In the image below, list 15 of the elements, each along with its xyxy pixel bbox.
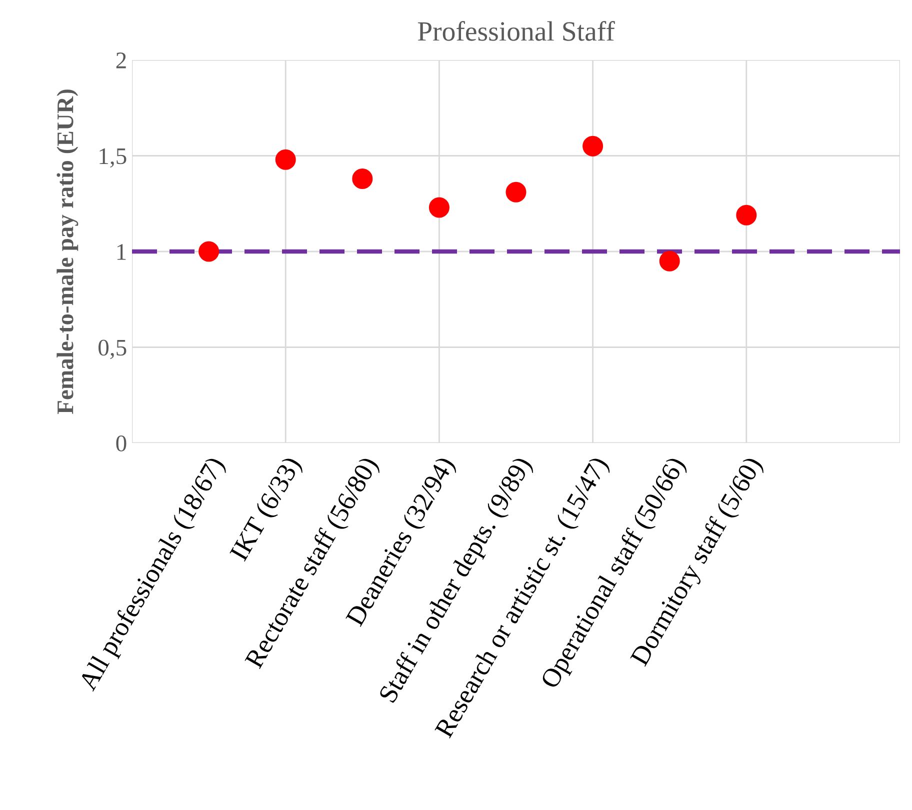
y-tick-label: 0,5 (98, 340, 126, 360)
chart-title: Professional Staff (418, 21, 615, 41)
y-tick-label: 1,5 (100, 148, 126, 168)
y-tick-label: 1 (117, 244, 126, 260)
point (428, 197, 450, 218)
point (736, 204, 757, 226)
point (198, 241, 220, 262)
y-tick-label: 2 (116, 52, 126, 68)
point (352, 168, 373, 189)
y-tick-label: 0 (116, 435, 126, 452)
point (582, 136, 604, 156)
point (659, 250, 680, 272)
point (506, 182, 526, 202)
point (275, 149, 296, 170)
y-axis-title: Female-to-male pay ratio (EUR) (56, 90, 78, 414)
